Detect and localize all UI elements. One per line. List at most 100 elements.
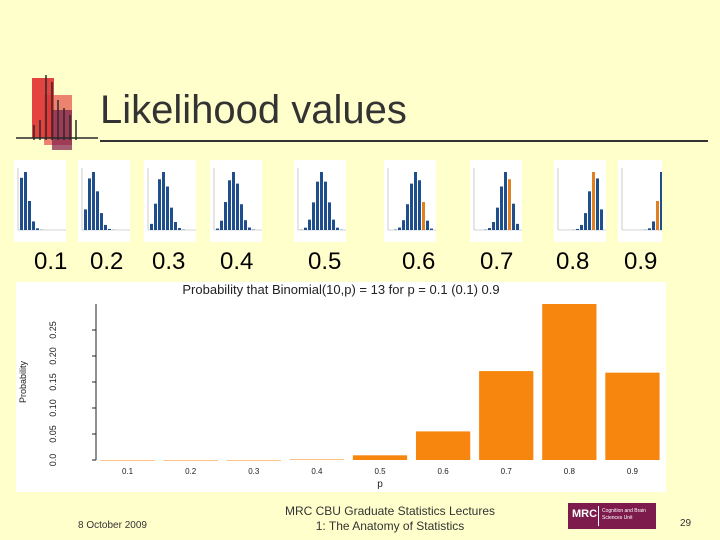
thumbnail-plot: [554, 160, 606, 242]
thumbnail-bar: [398, 227, 401, 230]
thumbnail-bar: [410, 183, 413, 230]
bar: [542, 304, 597, 460]
y-tick-label: 0.10: [48, 399, 58, 417]
thumbnail-bar: [174, 222, 177, 230]
x-tick-label: 0.6: [438, 467, 450, 476]
thumbnail-bar: [656, 201, 659, 230]
thumbnail-bar: [304, 227, 307, 230]
thumbnail-bar: [576, 228, 579, 230]
thumbnail-bar: [236, 183, 239, 230]
p-label: 0.4: [220, 248, 254, 275]
thumbnail-bar: [328, 202, 331, 230]
thumbnail-bar: [150, 223, 153, 230]
likelihood-chart: Probability that Binomial(10,p) = 13 for…: [16, 282, 666, 492]
p-label: 0.7: [480, 248, 514, 275]
thumbnail-bar: [500, 186, 503, 230]
thumbnail-bar: [422, 202, 425, 230]
x-tick-label: 0.5: [374, 467, 386, 476]
thumbnail-bar: [244, 220, 247, 230]
thumbnail-bar: [224, 202, 227, 230]
thumbnail-bar: [220, 220, 223, 230]
thumbnail-bar: [88, 178, 91, 230]
y-tick-label: 0.0: [48, 454, 58, 467]
thumbnail-bar: [28, 201, 31, 230]
y-tick-label: 0.20: [48, 347, 58, 365]
thumbnail-bar: [652, 221, 655, 230]
thumbnail-bar: [32, 221, 35, 230]
thumbnail-bar: [426, 220, 429, 230]
thumbnail-plot: [618, 160, 662, 242]
thumbnail-bar: [504, 172, 507, 230]
thumbnail-plot: [78, 160, 130, 242]
thumbnail-bar: [588, 191, 591, 230]
x-tick-label: 0.8: [564, 467, 576, 476]
thumbnail-plot: [470, 160, 522, 242]
y-tick-label: 0.25: [48, 321, 58, 339]
mrc-logo-separator: [598, 506, 599, 526]
thumbnail-plot: [294, 160, 346, 242]
thumbnail-bar: [154, 203, 157, 230]
bar: [352, 455, 408, 460]
thumbnail-bar: [324, 181, 327, 230]
thumbnail-bar: [216, 228, 219, 230]
footer-date: 8 October 2009: [78, 520, 147, 531]
thumbnail-bar: [508, 179, 511, 230]
p-label: 0.9: [624, 248, 658, 275]
thumbnail-bar: [592, 172, 595, 230]
slide-title: Likelihood values: [100, 88, 407, 132]
binomial-thumbnails: [14, 160, 662, 242]
thumbnail-bar: [596, 178, 599, 230]
bar: [605, 372, 660, 460]
footer-lecture-info: MRC CBU Graduate Statistics Lectures 1: …: [260, 504, 520, 534]
lecture-subtitle: 1: The Anatomy of Statistics: [315, 519, 465, 533]
thumbnail-plot: [384, 160, 436, 242]
thumbnail-bar: [162, 172, 165, 230]
thumbnail-bar: [36, 228, 39, 230]
thumbnail-bar: [600, 209, 603, 230]
thumbnail-bar: [584, 213, 587, 230]
thumbnail-bar: [336, 227, 339, 230]
thumbnail-bar: [100, 213, 103, 230]
thumbnail-bar: [240, 204, 243, 230]
thumbnail-bar: [492, 222, 495, 230]
thumbnail-bar: [320, 172, 323, 230]
x-tick-label: 0.3: [248, 467, 260, 476]
thumbnail-bar: [308, 219, 311, 230]
thumbnail-bar: [248, 227, 251, 230]
thumbnail-bar: [96, 191, 99, 230]
thumbnail-bar: [166, 186, 169, 230]
thumbnail-bar: [104, 224, 107, 230]
thumbnail-plot: [144, 160, 196, 242]
lecture-title: MRC CBU Graduate Statistics Lectures: [284, 504, 496, 518]
thumbnail-bar: [316, 181, 319, 230]
thumbnail-bar: [20, 177, 23, 230]
thumbnail-bar: [84, 209, 87, 230]
bar: [226, 460, 281, 461]
thumbnail-bar: [332, 219, 335, 230]
logo-graphic: [16, 75, 98, 150]
thumbnail-bar: [232, 172, 235, 230]
thumbnail-bar: [178, 228, 181, 230]
thumbnail-bar: [406, 204, 409, 230]
bar: [100, 460, 155, 461]
thumbnail-bar: [108, 228, 111, 230]
thumbnail-bar: [488, 228, 491, 230]
p-label: 0.6: [402, 248, 436, 275]
bar: [289, 459, 345, 460]
thumbnail-plot: [210, 160, 262, 242]
thumbnail-bar: [516, 223, 519, 230]
thumbnail-bar: [170, 207, 173, 230]
x-tick-label: 0.9: [627, 467, 639, 476]
thumbnail-bar: [92, 172, 95, 230]
thumbnail-bar: [228, 180, 231, 230]
chart-title: Probability that Binomial(10,p) = 13 for…: [182, 282, 499, 297]
p-value-labels: 0.1 0.2 0.3 0.4 0.5 0.6 0.7 0.8 0.9: [0, 248, 720, 282]
bar: [163, 460, 218, 461]
p-label: 0.3: [152, 248, 186, 275]
x-tick-label: 0.7: [501, 467, 513, 476]
thumbnail-bar: [496, 207, 499, 230]
thumbnail-bar: [402, 220, 405, 230]
x-tick-label: 0.1: [122, 467, 134, 476]
mrc-logo-subtext: Cognition and Brain Sciences Unit: [602, 508, 646, 521]
thumbnail-bar: [418, 180, 421, 230]
